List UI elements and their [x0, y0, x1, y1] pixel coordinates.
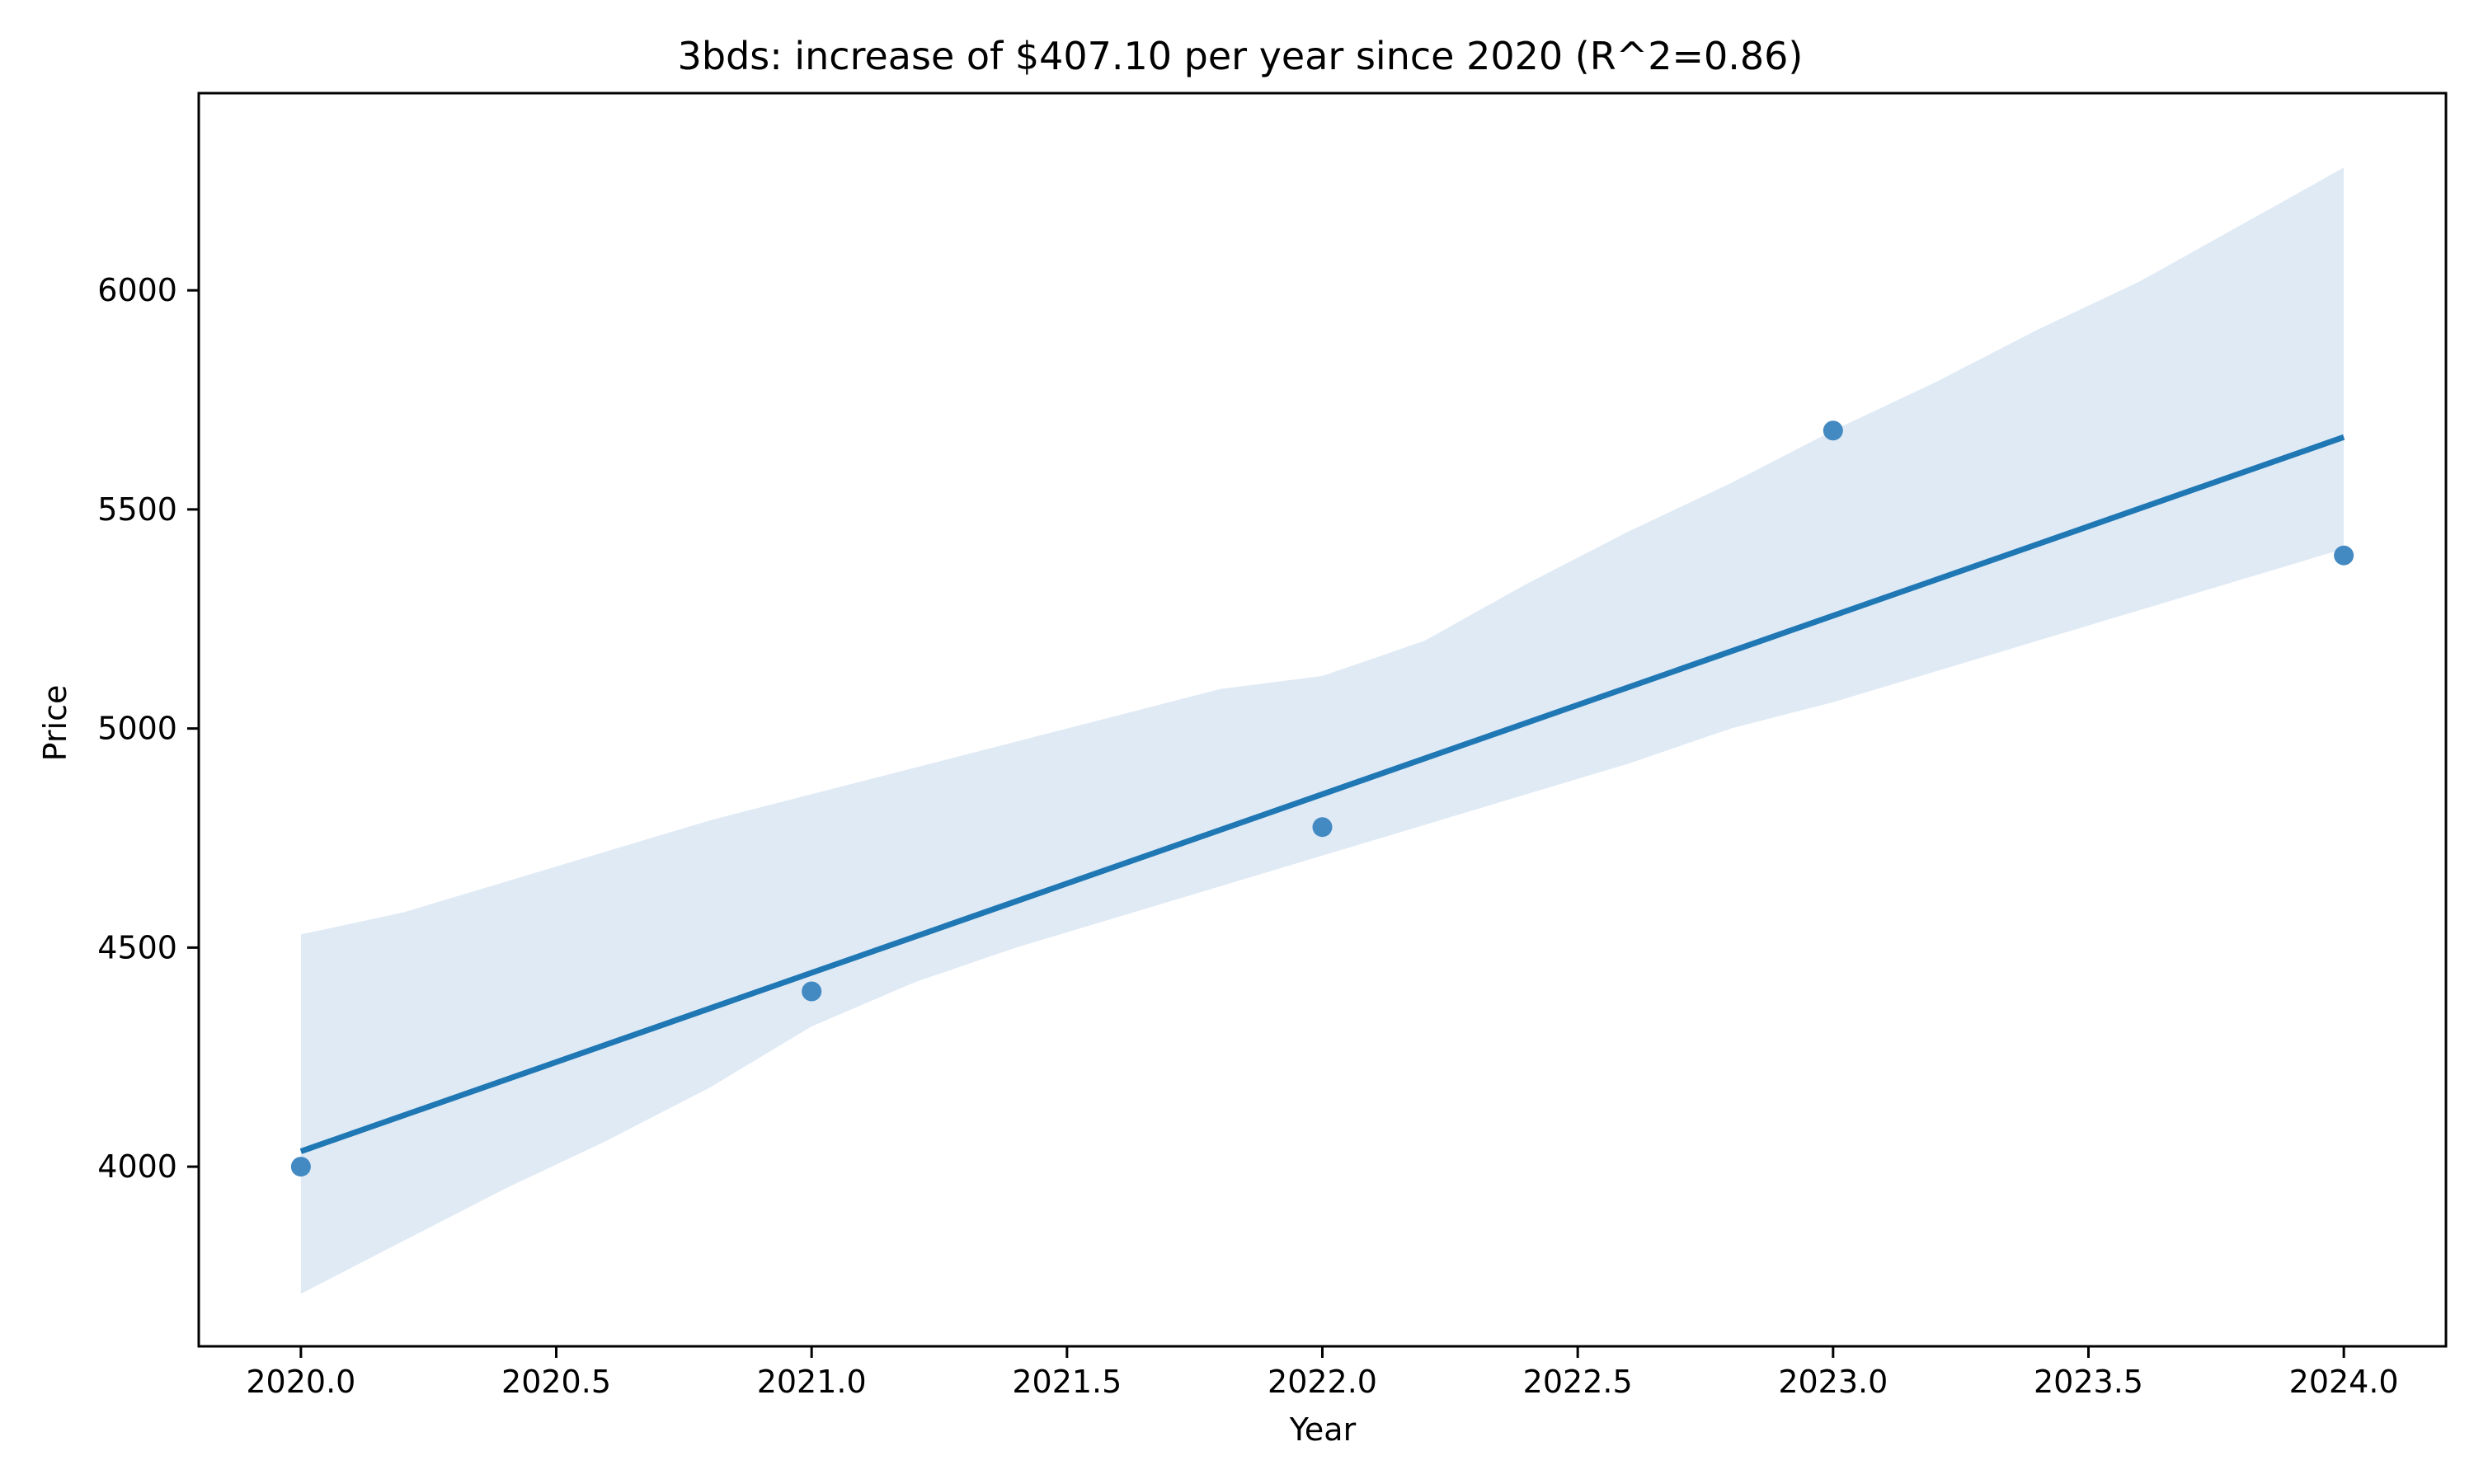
data-point: [2334, 545, 2354, 566]
x-tick-label: 2021.5: [1012, 1364, 1122, 1400]
x-tick-label: 2023.0: [1778, 1364, 1888, 1400]
y-tick-label: 4000: [97, 1148, 177, 1185]
regression-line: [299, 434, 2345, 1154]
data-point: [802, 981, 822, 1002]
y-tick-label: 5000: [97, 711, 177, 747]
x-axis-label: Year: [1289, 1411, 1357, 1448]
chart-title: 3bds: increase of $407.10 per year since…: [678, 34, 1804, 78]
data-point: [290, 1157, 311, 1177]
x-tick-label: 2020.5: [501, 1364, 611, 1400]
x-tick-label: 2021.0: [757, 1364, 867, 1400]
x-tick-label: 2020.0: [246, 1364, 355, 1400]
y-axis-label: Price: [37, 685, 73, 762]
plot-area: 2020.0 2020.5 2021.0 2021.5 2022.0 2022.5 2023…: [97, 92, 2448, 1400]
x-tick-label: 2022.0: [1268, 1364, 1377, 1400]
data-point: [1312, 817, 1333, 838]
data-point: [1823, 420, 1843, 441]
y-tick-label: 5500: [97, 491, 177, 528]
x-tick-label: 2023.5: [2034, 1364, 2143, 1400]
x-tick-label: 2024.0: [2289, 1364, 2399, 1400]
confidence-band: [300, 167, 2345, 1294]
y-tick-label: 4500: [97, 929, 177, 965]
y-tick-label: 6000: [97, 272, 177, 308]
x-tick-label: 2022.5: [1523, 1364, 1633, 1400]
